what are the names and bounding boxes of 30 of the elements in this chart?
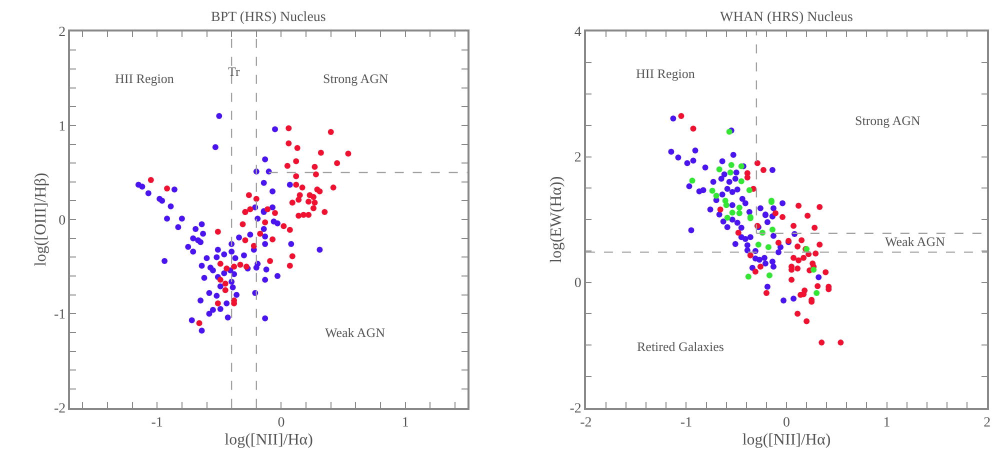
y-tick-label: 2 bbox=[58, 25, 66, 40]
x-tick-label: 0 bbox=[278, 415, 285, 430]
x-tick-label: 2 bbox=[984, 415, 991, 430]
x-tick-label: -1 bbox=[680, 415, 692, 430]
y-tick-label: 1 bbox=[58, 119, 66, 134]
annotation: HII Region bbox=[636, 66, 696, 81]
x-axis-title: log([NII]/Hα) bbox=[224, 432, 313, 449]
x-tick-label: 1 bbox=[883, 415, 890, 430]
annotation: HII Region bbox=[115, 71, 174, 86]
y-tick-label: -2 bbox=[54, 402, 66, 417]
y-tick-label: 0 bbox=[574, 276, 582, 292]
annotation: Weak AGN bbox=[885, 234, 946, 249]
y-tick-label: 0 bbox=[58, 213, 66, 228]
x-tick-label: -1 bbox=[151, 415, 163, 430]
chart-title: BPT (HRS) Nucleus bbox=[211, 10, 326, 25]
annotation: Strong AGN bbox=[323, 71, 389, 86]
y-axis-title: log([OIII]/Hβ) bbox=[32, 172, 50, 266]
y-tick-label: 4 bbox=[574, 25, 582, 40]
x-tick-label: 0 bbox=[783, 415, 790, 430]
y-tick-label: 2 bbox=[574, 150, 582, 166]
y-tick-label: -2 bbox=[570, 402, 582, 417]
x-tick-label: 1 bbox=[402, 415, 409, 430]
annotation: Tr bbox=[228, 64, 240, 79]
chart-title: WHAN (HRS) Nucleus bbox=[720, 10, 853, 25]
annotation: Strong AGN bbox=[855, 113, 921, 128]
y-tick-label: -1 bbox=[54, 308, 66, 323]
annotation: Weak AGN bbox=[325, 325, 386, 340]
x-axis-title: log([NII]/Hα) bbox=[742, 432, 831, 449]
y-axis-title: log(EW(Hα)) bbox=[548, 176, 566, 263]
annotation: Retired Galaxies bbox=[637, 339, 724, 354]
